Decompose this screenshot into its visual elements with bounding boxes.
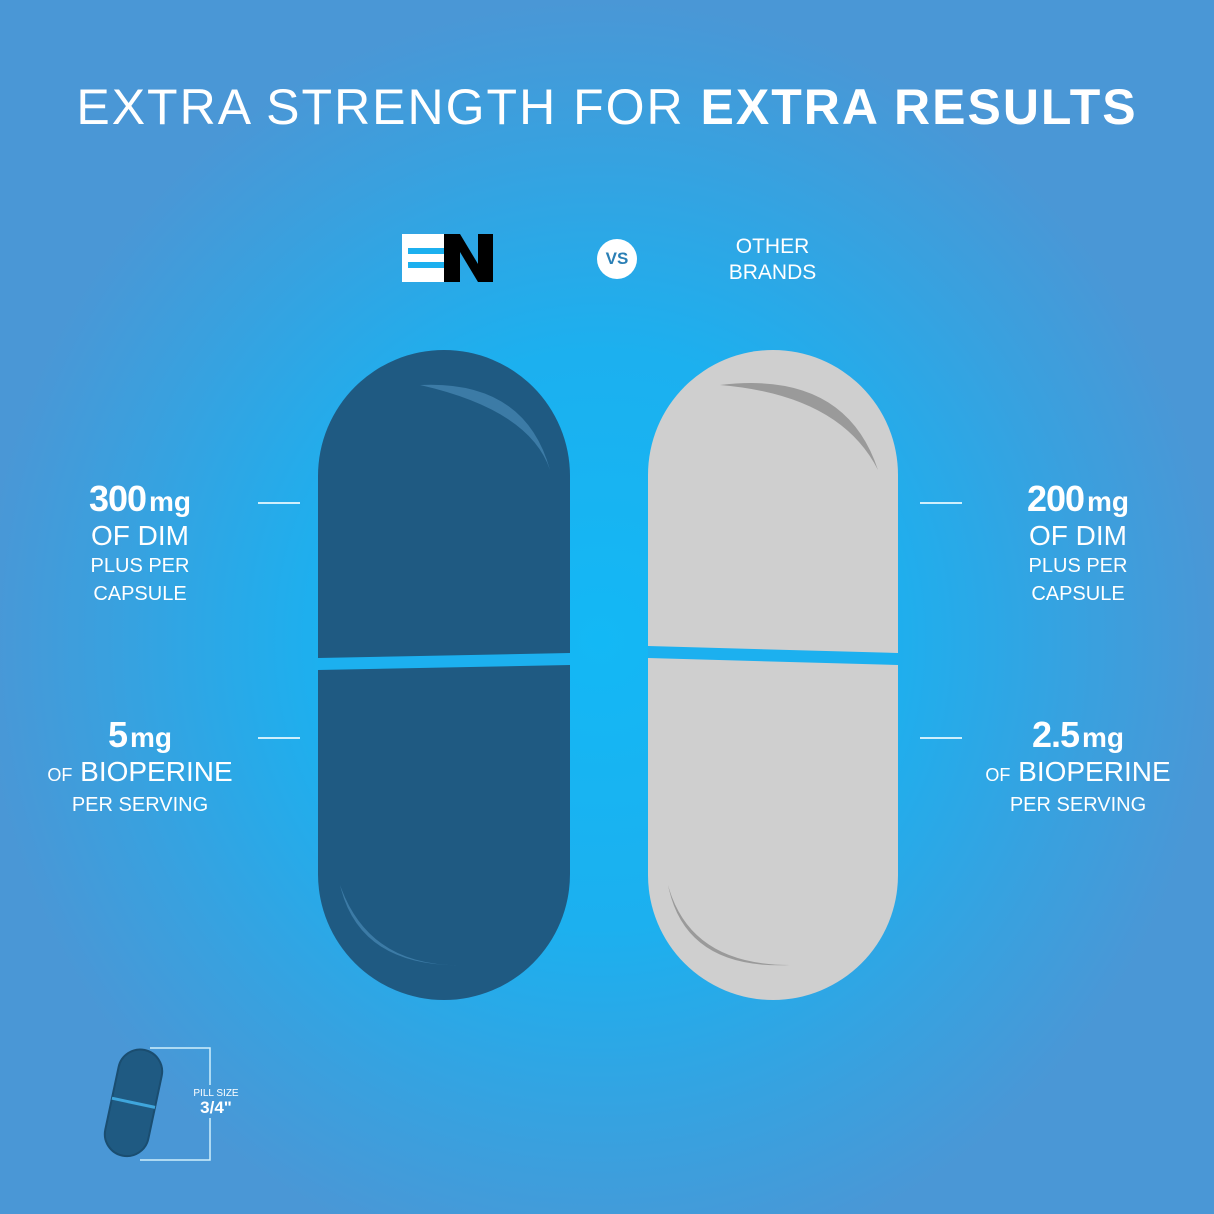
pill-size-label: PILL SIZE 3/4"	[193, 1088, 239, 1117]
connector-line	[920, 502, 962, 504]
other-brands-label: OTHER BRANDS	[728, 235, 817, 284]
headline-bold: EXTRA RESULTS	[700, 79, 1138, 135]
connector-line	[920, 737, 962, 739]
connector-line	[258, 737, 300, 739]
connector-line	[258, 502, 300, 504]
headline-light: EXTRA STRENGTH FOR	[76, 79, 685, 135]
right-bioperine-stat: 2.5 mg OF BIOPERINE PER SERVING	[985, 714, 1171, 816]
en-logo	[402, 234, 493, 282]
other-brand-pill	[648, 350, 898, 1000]
headline: EXTRA STRENGTH FOR EXTRA RESULTS	[0, 78, 1214, 136]
left-bioperine-stat: 5 mg OF BIOPERINE PER SERVING	[47, 714, 233, 816]
en-pill	[318, 350, 570, 1000]
left-dim-stat: 300 mg OF DIM PLUS PER CAPSULE	[88, 478, 192, 605]
pills	[318, 350, 898, 1000]
vs-badge: VS	[597, 239, 637, 279]
right-dim-stat: 200 mg OF DIM PLUS PER CAPSULE	[1026, 478, 1130, 605]
small-pill-icon	[103, 1047, 211, 1161]
